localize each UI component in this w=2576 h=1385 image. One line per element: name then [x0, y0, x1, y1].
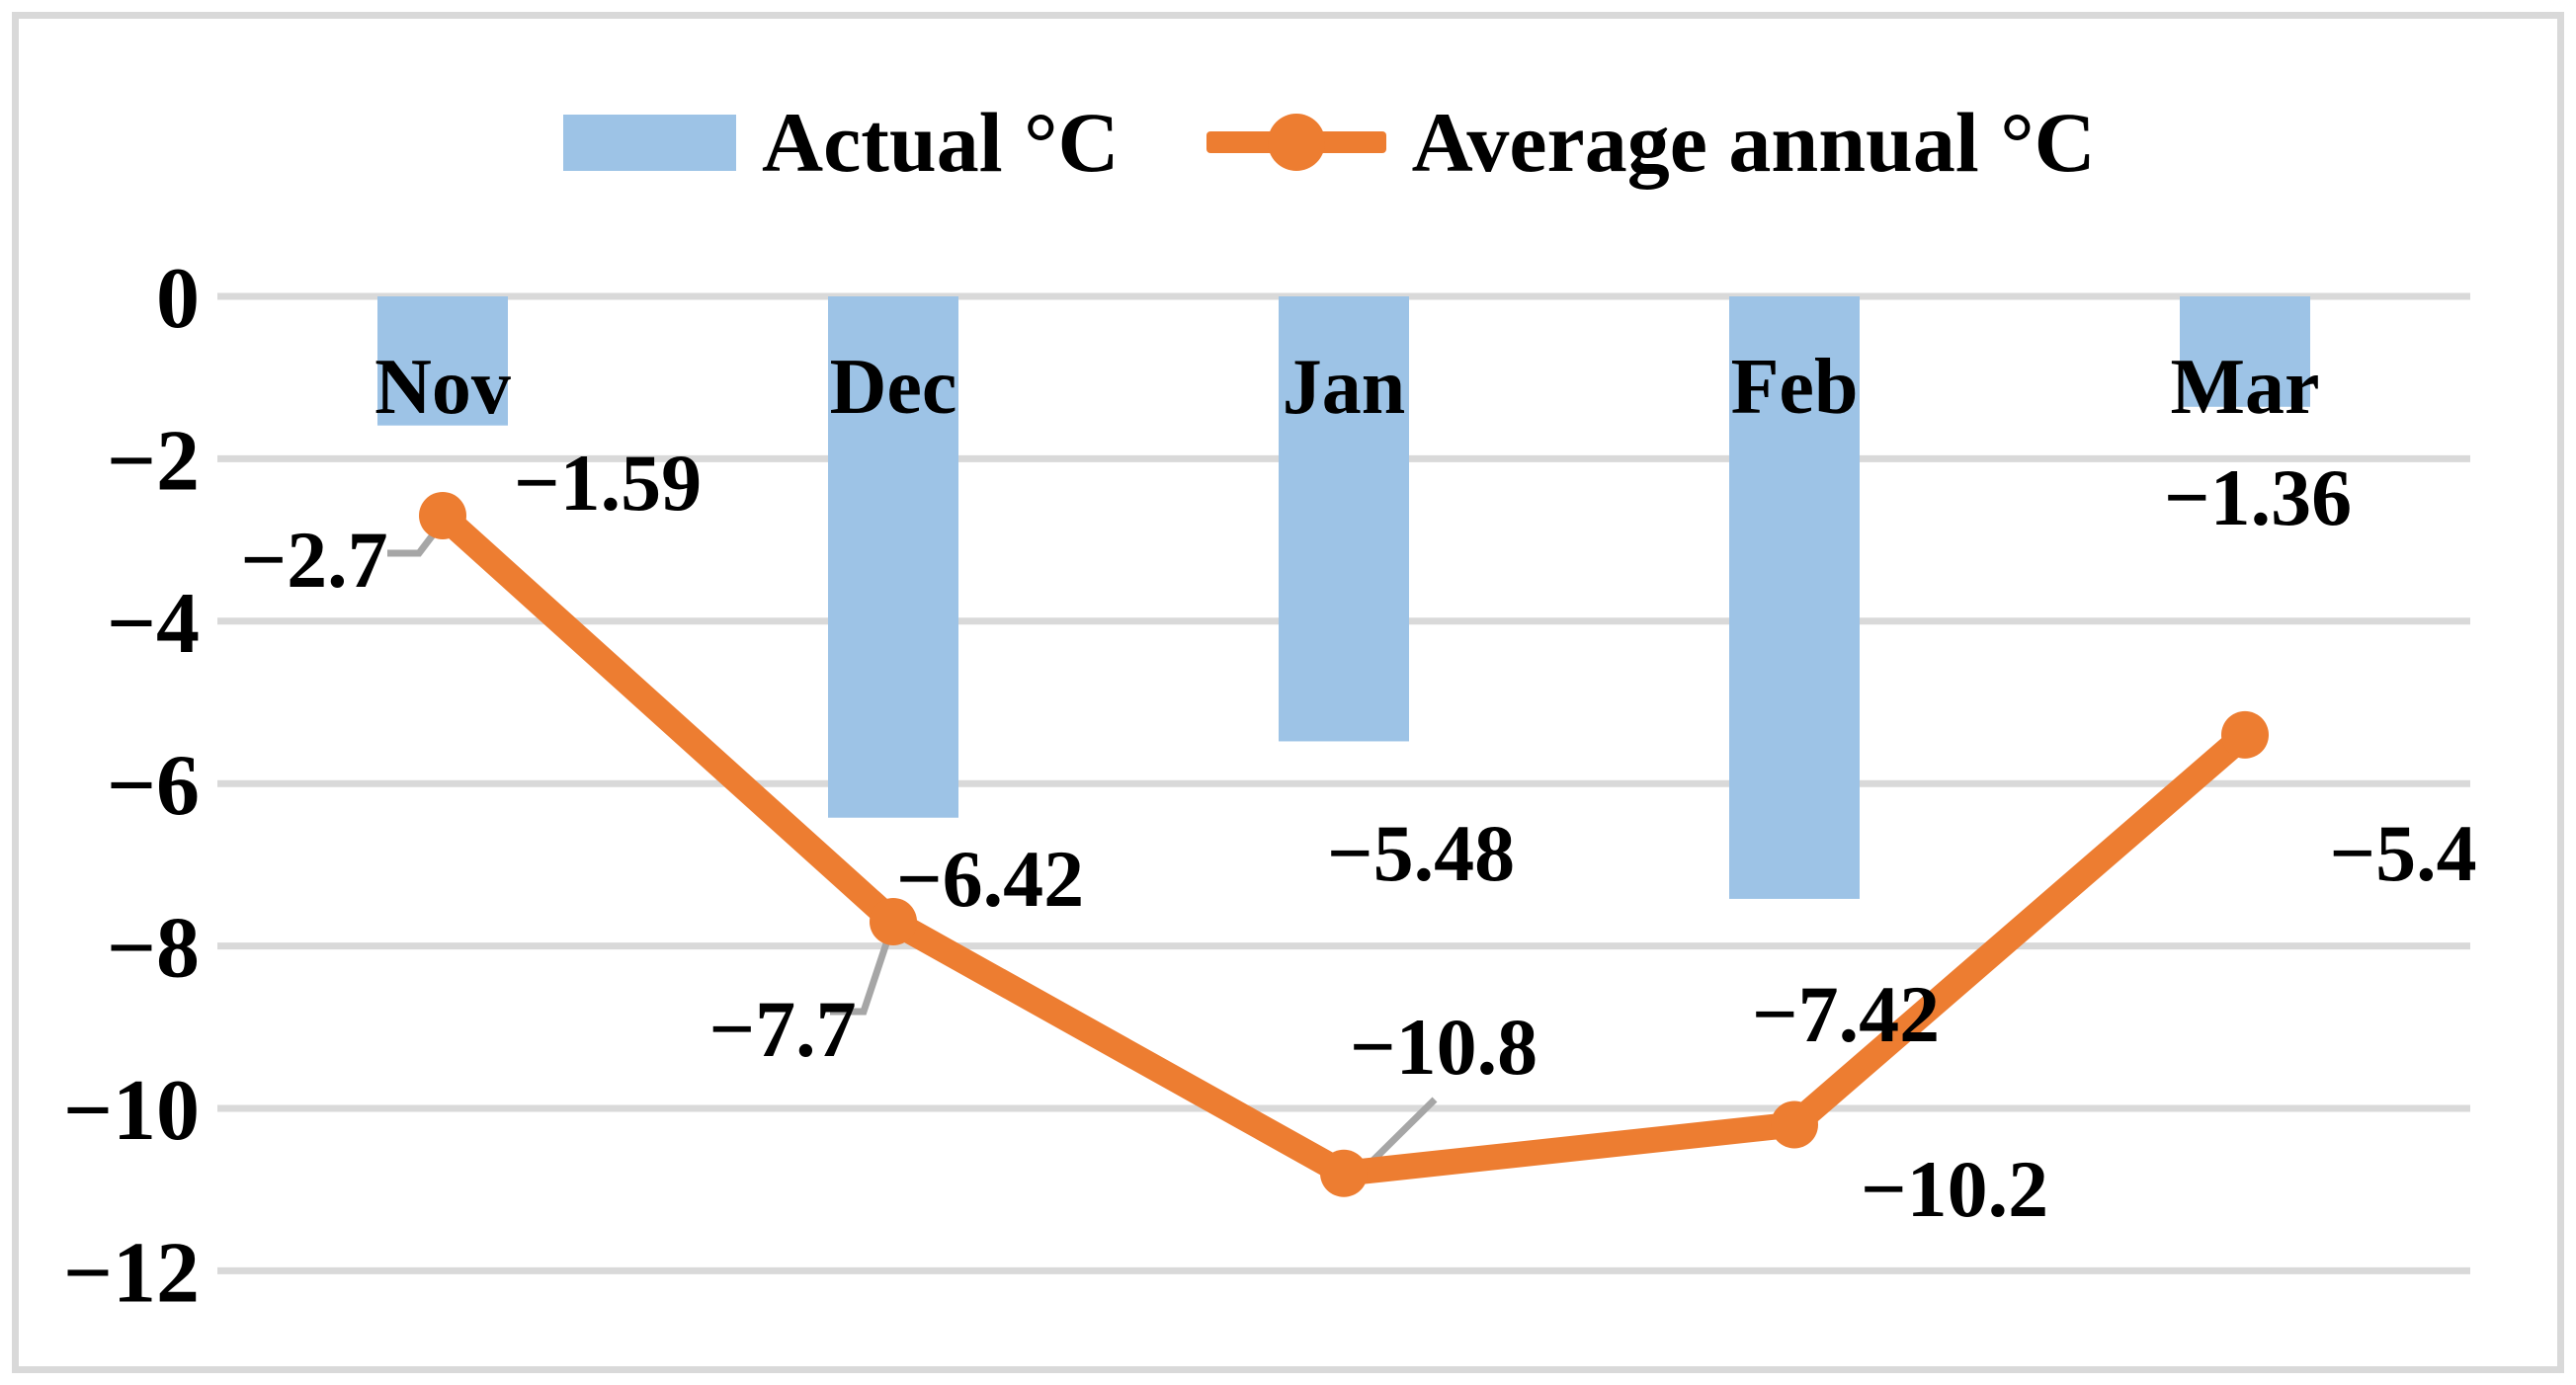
category-label: Nov: [374, 344, 511, 431]
line-marker: [870, 897, 917, 945]
category-label: Jan: [1283, 344, 1406, 431]
bar-value-label: −6.42: [896, 834, 1084, 924]
y-tick-label: −10: [63, 1063, 200, 1159]
bar-swatch-icon: [563, 114, 736, 171]
y-tick-label: −12: [63, 1225, 200, 1321]
category-label: Dec: [830, 344, 957, 431]
y-tick-label: −4: [107, 576, 200, 672]
line-marker: [1771, 1100, 1818, 1149]
line-marker-icon: [1205, 113, 1386, 172]
line-marker: [1320, 1149, 1368, 1197]
y-tick-label: 0: [156, 251, 200, 347]
leader-line: [830, 933, 893, 1016]
bar: [1729, 296, 1860, 899]
line-value-label: −10.8: [1350, 1002, 1537, 1092]
bar-value-label: −5.48: [1327, 808, 1515, 898]
category-label: Feb: [1731, 344, 1859, 431]
category-label: Mar: [2170, 344, 2319, 431]
line-value-label: −10.2: [1861, 1144, 2048, 1234]
legend-label-actual: Actual °C: [762, 95, 1120, 190]
y-tick-label: −6: [107, 738, 200, 834]
line-value-label: −7.7: [708, 984, 856, 1074]
bar: [1279, 296, 1409, 742]
bar-value-label: −1.36: [2164, 452, 2352, 542]
bar: [2180, 296, 2310, 407]
bar-value-label: −7.42: [1752, 969, 1940, 1059]
line-value-label: −2.7: [240, 515, 387, 605]
bar: [377, 296, 508, 426]
line-marker: [2221, 710, 2269, 759]
bar-value-label: −1.59: [514, 438, 702, 528]
line-marker: [419, 491, 466, 539]
y-tick-label: −8: [107, 901, 200, 997]
legend: Actual °C Average annual °C: [563, 97, 2096, 188]
bar: [828, 296, 958, 818]
legend-label-average: Average annual °C: [1411, 95, 2096, 190]
line-swatch-dot: [1267, 114, 1325, 171]
y-tick-label: −2: [107, 413, 200, 509]
line-value-label: −5.4: [2329, 808, 2476, 898]
